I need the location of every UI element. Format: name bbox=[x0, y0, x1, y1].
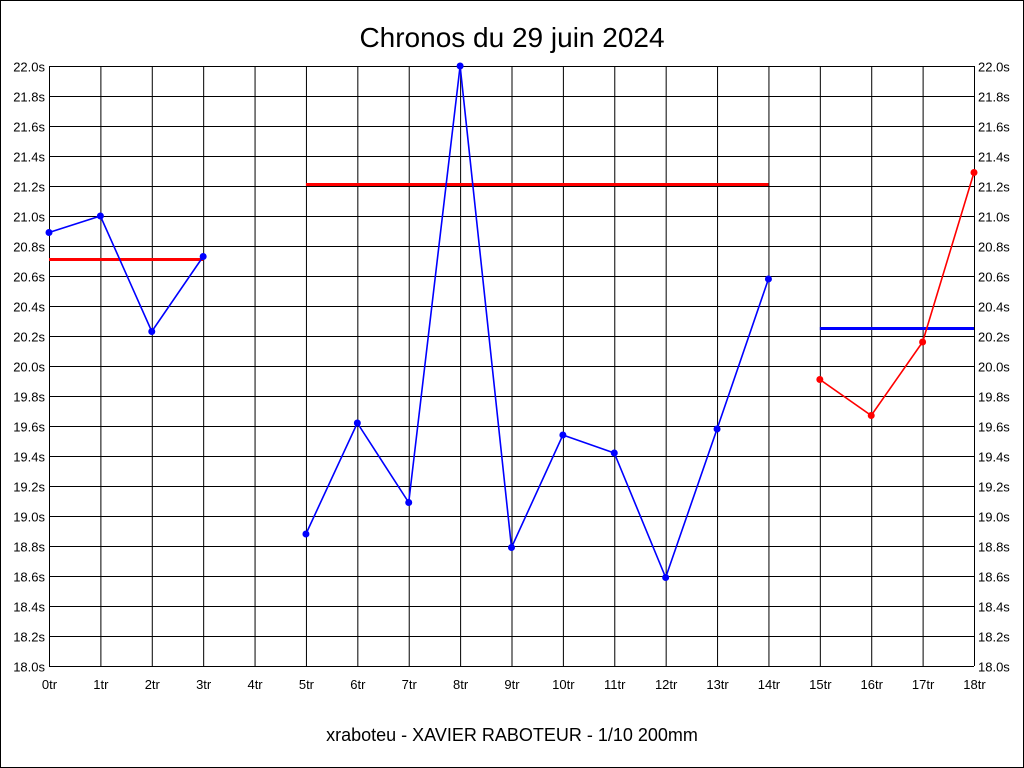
data-point bbox=[970, 169, 978, 176]
y-tick-label-left: 21.4s bbox=[13, 150, 45, 165]
y-tick-label-right: 19.6s bbox=[978, 420, 1010, 435]
x-tick-label: 5tr bbox=[299, 677, 315, 692]
x-tick-label: 3tr bbox=[196, 677, 212, 692]
y-tick-label-right: 20.4s bbox=[978, 300, 1010, 315]
y-tick-label-left: 20.8s bbox=[13, 240, 45, 255]
x-tick-label: 8tr bbox=[453, 677, 469, 692]
y-tick-label-left: 19.8s bbox=[13, 390, 45, 405]
y-tick-label-left: 20.4s bbox=[13, 300, 45, 315]
data-point bbox=[919, 338, 927, 346]
x-tick-label: 6tr bbox=[350, 677, 366, 692]
y-tick-label-right: 19.4s bbox=[978, 450, 1010, 465]
x-tick-label: 11tr bbox=[604, 677, 626, 692]
y-tick-label-left: 18.2s bbox=[13, 630, 45, 645]
data-point bbox=[610, 449, 618, 457]
y-tick-label-left: 19.2s bbox=[13, 480, 45, 495]
y-tick-label-right: 21.8s bbox=[978, 90, 1010, 105]
y-tick-label-right: 18.0s bbox=[978, 660, 1010, 675]
x-tick-label: 1tr bbox=[93, 677, 109, 692]
series-group bbox=[45, 62, 978, 581]
data-point bbox=[662, 574, 670, 581]
x-tick-label: 16tr bbox=[861, 677, 884, 692]
data-point bbox=[816, 376, 824, 383]
data-point bbox=[764, 275, 772, 283]
y-tick-label-right: 18.6s bbox=[978, 570, 1010, 585]
y-tick-label-right: 20.6s bbox=[978, 270, 1010, 285]
y-tick-label-left: 19.6s bbox=[13, 420, 45, 435]
y-tick-label-left: 20.0s bbox=[13, 360, 45, 375]
x-tick-label: 2tr bbox=[145, 677, 161, 692]
y-tick-label-right: 20.2s bbox=[978, 330, 1010, 345]
y-tick-label-left: 20.2s bbox=[13, 330, 45, 345]
data-point bbox=[199, 253, 207, 260]
y-tick-label-left: 20.6s bbox=[13, 270, 45, 285]
y-tick-label-right: 19.2s bbox=[978, 480, 1010, 495]
data-point bbox=[96, 212, 104, 220]
data-point bbox=[713, 425, 721, 433]
y-tick-label-left: 18.8s bbox=[13, 540, 45, 555]
x-tick-label: 0tr bbox=[42, 677, 58, 692]
data-point bbox=[148, 328, 156, 335]
data-point bbox=[302, 530, 310, 538]
chart-title: Chronos du 29 juin 2024 bbox=[359, 22, 664, 53]
x-tick-label: 4tr bbox=[247, 677, 263, 692]
x-tick-label: 17tr bbox=[912, 677, 935, 692]
series-line bbox=[819, 172, 975, 417]
y-tick-label-right: 18.4s bbox=[978, 600, 1010, 615]
y-tick-label-left: 18.4s bbox=[13, 600, 45, 615]
y-tick-label-left: 21.8s bbox=[13, 90, 45, 105]
x-tick-label: 18tr bbox=[963, 677, 986, 692]
grid bbox=[49, 66, 975, 667]
y-tick-label-right: 18.2s bbox=[978, 630, 1010, 645]
y-tick-label-left: 19.4s bbox=[13, 450, 45, 465]
data-point bbox=[353, 419, 361, 427]
y-tick-label-left: 18.0s bbox=[13, 660, 45, 675]
y-tick-label-right: 21.4s bbox=[978, 150, 1010, 165]
x-tick-label: 14tr bbox=[758, 677, 781, 692]
y-tick-label-right: 20.0s bbox=[978, 360, 1010, 375]
y-tick-label-right: 21.0s bbox=[978, 210, 1010, 225]
series-line bbox=[305, 65, 770, 580]
y-tick-label-left: 19.0s bbox=[13, 510, 45, 525]
y-tick-label-left: 21.0s bbox=[13, 210, 45, 225]
data-point bbox=[405, 499, 413, 506]
data-point bbox=[559, 431, 567, 439]
y-tick-label-left: 18.6s bbox=[13, 570, 45, 585]
y-tick-label-right: 19.0s bbox=[978, 510, 1010, 525]
x-tick-label: 15tr bbox=[809, 677, 832, 692]
data-point bbox=[456, 62, 464, 70]
x-tick-label: 9tr bbox=[504, 677, 520, 692]
y-tick-label-right: 18.8s bbox=[978, 540, 1010, 555]
y-tick-label-right: 21.6s bbox=[978, 120, 1010, 135]
chart-footer: xraboteu - XAVIER RABOTEUR - 1/10 200mm bbox=[326, 725, 698, 745]
average-lines bbox=[49, 183, 974, 330]
x-tick-label: 12tr bbox=[655, 677, 678, 692]
y-tick-label-left: 21.6s bbox=[13, 120, 45, 135]
y-tick-label-right: 19.8s bbox=[978, 390, 1010, 405]
y-tick-label-right: 21.2s bbox=[978, 180, 1010, 195]
data-point bbox=[867, 412, 875, 419]
x-tick-label: 13tr bbox=[706, 677, 729, 692]
axes: 18.0s 18.0s 18.2s 18.2s 18.4s 18.4s 18.6s 18.6s… bbox=[13, 60, 1010, 693]
x-tick-label: 7tr bbox=[402, 677, 418, 692]
y-tick-label-right: 22.0s bbox=[978, 60, 1010, 75]
y-tick-label-left: 21.2s bbox=[13, 180, 45, 195]
data-point bbox=[45, 229, 53, 236]
x-tick-label: 10tr bbox=[552, 677, 575, 692]
y-tick-label-left: 22.0s bbox=[13, 60, 45, 75]
data-point bbox=[508, 544, 515, 551]
y-tick-label-right: 20.8s bbox=[978, 240, 1010, 255]
series-line bbox=[48, 215, 204, 334]
